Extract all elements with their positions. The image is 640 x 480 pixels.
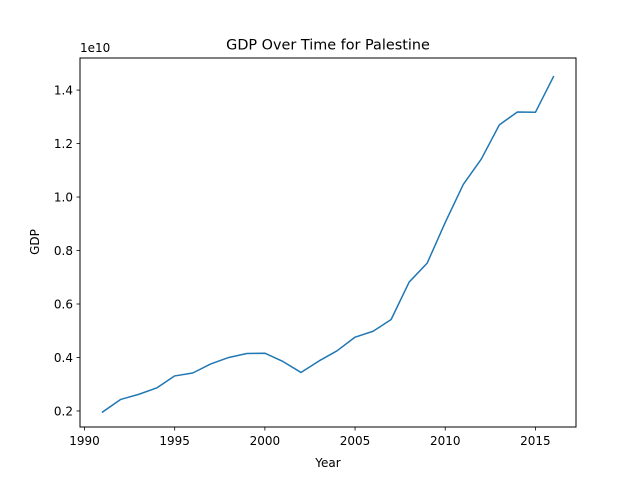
y-axis-multiplier: 1e10 bbox=[80, 41, 110, 55]
x-tick-label: 2010 bbox=[430, 434, 461, 448]
plot-area-frame bbox=[79, 57, 577, 428]
gdp-series-line bbox=[101, 75, 555, 414]
y-tick-label: 0.8 bbox=[54, 244, 73, 258]
y-tick-label: 1.2 bbox=[54, 137, 73, 151]
chart-title: GDP Over Time for Palestine bbox=[226, 38, 430, 54]
series-layer bbox=[101, 75, 555, 414]
x-tick-label: 2000 bbox=[250, 434, 281, 448]
x-tick-label: 1990 bbox=[69, 434, 100, 448]
x-tick-label: 2005 bbox=[340, 434, 371, 448]
y-tick-label: 1.0 bbox=[54, 190, 73, 204]
y-tick-label: 0.4 bbox=[54, 351, 73, 365]
y-tick-label: 1.4 bbox=[54, 83, 73, 97]
y-axis-label: GDP bbox=[28, 229, 42, 255]
x-axis-ticks: 1990 1995 2000 2005 2010 2015 bbox=[69, 427, 551, 448]
y-tick-label: 0.6 bbox=[54, 297, 73, 311]
x-tick-label: 1995 bbox=[159, 434, 190, 448]
y-tick-label: 0.2 bbox=[54, 404, 73, 418]
y-axis-ticks: 0.2 0.4 0.6 0.8 1.0 1.2 1.4 bbox=[54, 83, 80, 418]
x-axis-label: Year bbox=[314, 456, 340, 470]
x-tick-label: 2015 bbox=[520, 434, 551, 448]
